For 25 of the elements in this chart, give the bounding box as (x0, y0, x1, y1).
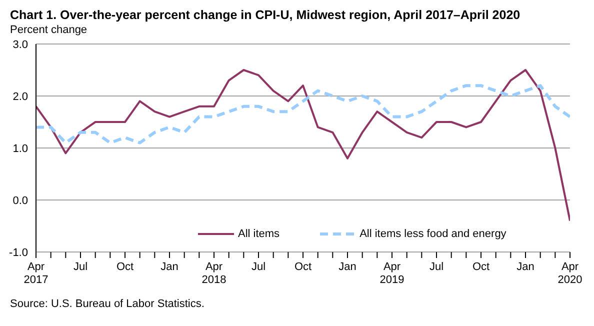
y-tick-label: -1.0 (9, 246, 28, 259)
x-tick-label: Apr 2018 (202, 261, 226, 286)
x-tick-label: Oct (472, 261, 490, 273)
x-tick-label: Jan (338, 261, 356, 273)
x-tick-label: Jul (429, 261, 444, 273)
y-tick-label: 1.0 (12, 142, 28, 155)
line-series (36, 84, 570, 144)
x-tick-label: Apr 2019 (380, 261, 404, 286)
x-tick-label: Oct (294, 261, 312, 273)
x-tick-label: Jan (516, 261, 534, 273)
x-tick-label: Jul (251, 261, 266, 273)
line-series (36, 69, 570, 222)
x-tick-label: Apr 2017 (24, 261, 48, 286)
legend-label: All items (238, 228, 280, 240)
y-axis-title: Percent change (10, 24, 88, 36)
x-tick-label: Oct (116, 261, 134, 273)
x-tick-label: Jan (160, 261, 178, 273)
y-tick-label: 2.0 (12, 90, 28, 103)
x-tick-label: Apr 2020 (558, 261, 582, 286)
source-note: Source: U.S. Bureau of Labor Statistics. (10, 298, 206, 310)
legend-label: All items less food and energy (360, 228, 506, 240)
chart-title: Chart 1. Over-the-year percent change in CPI-U, Midwest region, April 2017–April 2020 (10, 8, 522, 22)
y-tick-label: 0.0 (12, 194, 28, 207)
y-tick-label: 3.0 (12, 38, 28, 51)
x-tick-label: Jul (73, 261, 88, 273)
